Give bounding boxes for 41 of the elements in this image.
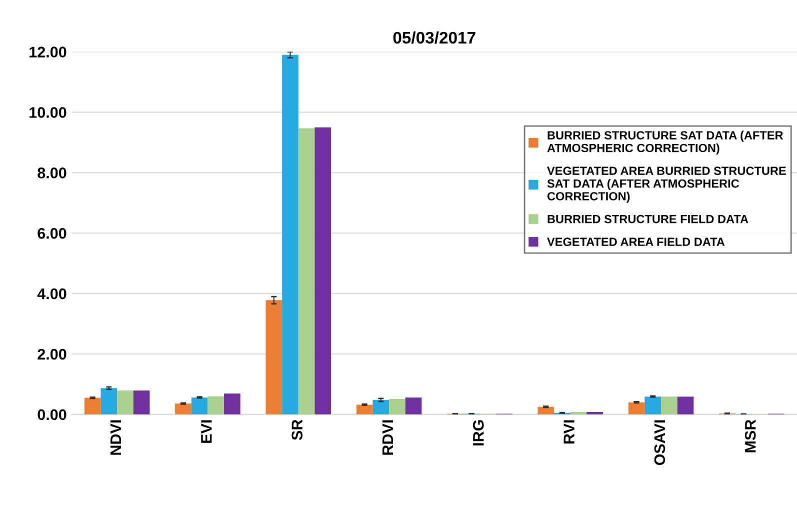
x-tick-label: OSAVI [654,420,666,466]
bar [644,396,662,414]
y-tick-label: 10.00 [30,107,66,118]
y-tick-label: 12.00 [30,46,66,58]
bar [175,404,192,414]
y-tick-label: 2.00 [38,348,66,360]
bar [677,396,694,414]
bar [661,396,678,414]
bar [282,54,298,414]
x-tick-label: RVI [564,420,574,444]
bar [389,398,406,414]
legend-label: BURRIED STRUCTURE FIELD DATA [548,214,748,224]
bar [628,402,645,414]
bar [266,300,282,414]
x-tick-label: EVI [201,420,212,443]
y-tick-label: 0.00 [38,409,66,420]
bar [133,390,150,414]
y-tick-label: 8.00 [38,168,66,178]
bar [298,128,315,414]
x-tick-label: NDVI [110,420,122,455]
x-tick-label: RDVI [382,420,393,455]
bar [208,396,224,414]
x-tick-label: SR [292,420,302,440]
y-tick-label: 4.00 [37,288,66,300]
bar [314,127,332,414]
bar [224,394,240,414]
bar [372,400,390,414]
x-tick-label: IRG [472,420,484,446]
bar [84,398,101,414]
legend-label: BURRIED STRUCTURE SAT DATA (AFTER ATMOSPHERIC CORRECTION) [547,130,784,155]
x-tick-label: MSR [744,420,756,452]
y-tick-label: 6.00 [38,228,66,239]
bar [538,406,554,414]
bar [117,390,134,414]
bar [191,397,208,414]
legend-label: VEGETATED AREA FIELD DATA [547,238,725,246]
bar [356,404,373,414]
chart-title: 05/03/2017 [393,31,476,44]
bar [405,397,422,414]
legend-label: VEGETATED AREA BURRIED STRUCTURE SAT DATA (AFTER ATMOSPHERIC CORRECTION) [547,166,786,203]
bar [100,388,118,414]
